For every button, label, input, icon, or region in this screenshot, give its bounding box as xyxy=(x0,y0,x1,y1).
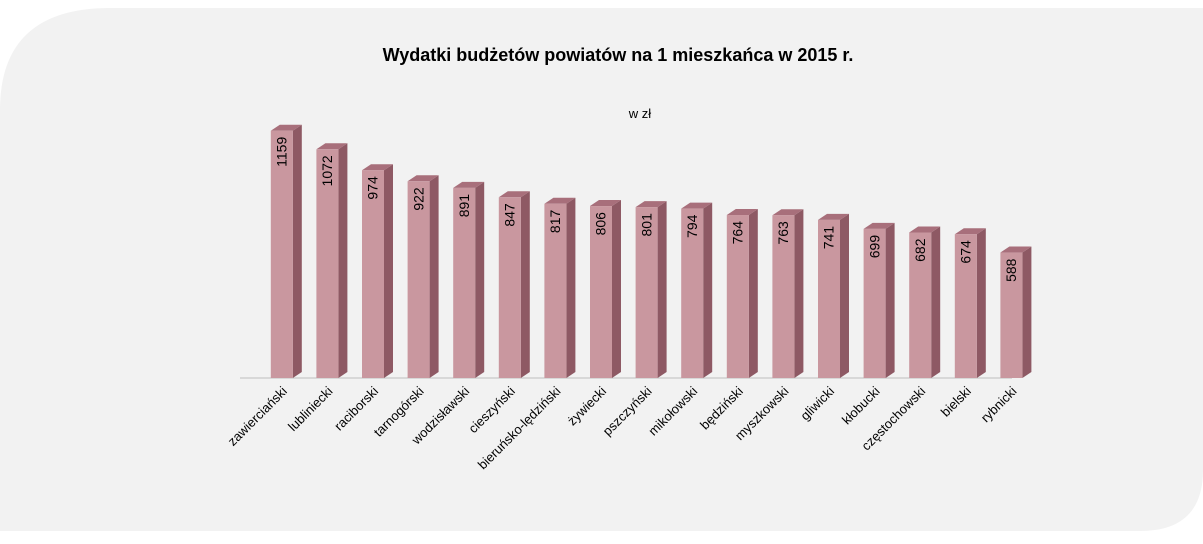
data-label: 806 xyxy=(593,212,609,236)
data-label: 588 xyxy=(1003,258,1019,282)
data-label: 763 xyxy=(775,221,791,245)
bar-top xyxy=(681,202,713,209)
bar-top xyxy=(590,200,621,207)
bar-side xyxy=(520,191,530,378)
bar-side xyxy=(748,209,758,378)
bar-top xyxy=(498,191,530,198)
bar-side xyxy=(657,201,667,378)
data-label: 817 xyxy=(547,209,563,233)
bar-top xyxy=(316,143,348,150)
bar-top xyxy=(407,175,439,182)
data-label: 1159 xyxy=(274,137,290,167)
bar-top xyxy=(818,213,849,220)
bar-top xyxy=(544,197,576,204)
bar-top xyxy=(863,222,895,229)
bar xyxy=(863,228,886,378)
bar-top xyxy=(909,226,941,233)
bar-side xyxy=(475,181,485,378)
bar xyxy=(726,215,749,378)
data-label: 891 xyxy=(456,194,472,218)
bar xyxy=(635,207,658,378)
chart-title: Wydatki budżetów powiatów na 1 mieszkańc… xyxy=(383,45,854,65)
bar-top xyxy=(270,124,302,131)
bar-top xyxy=(453,181,485,188)
bar-top xyxy=(1000,246,1032,253)
bar-side xyxy=(338,143,348,378)
bar-top xyxy=(362,164,393,171)
data-label: 682 xyxy=(912,238,928,262)
data-label: 699 xyxy=(866,235,882,259)
bar-side xyxy=(384,164,393,378)
bar xyxy=(681,208,704,378)
bar xyxy=(270,130,293,378)
bar-side xyxy=(931,226,941,378)
data-label: 764 xyxy=(730,221,746,245)
data-label: 801 xyxy=(638,213,654,237)
bar xyxy=(818,219,840,378)
bar xyxy=(909,232,932,378)
bar-top xyxy=(772,209,804,216)
data-label: 674 xyxy=(958,240,974,264)
data-label: 741 xyxy=(821,226,837,250)
data-label: 794 xyxy=(684,214,700,238)
bar-side xyxy=(794,209,804,378)
chart-subtitle: w zł xyxy=(628,106,652,121)
bar-side xyxy=(703,202,713,378)
bar-side xyxy=(566,197,576,378)
bar-top xyxy=(954,228,986,235)
bar xyxy=(316,149,339,378)
bar xyxy=(498,197,521,378)
data-label: 922 xyxy=(410,187,426,211)
bar xyxy=(1000,252,1023,378)
bar xyxy=(954,234,977,378)
bar xyxy=(544,203,567,378)
bar-side xyxy=(429,175,439,378)
bar-side xyxy=(292,124,302,378)
bar xyxy=(590,206,612,378)
bar-side xyxy=(840,213,849,378)
bar-top xyxy=(726,209,758,216)
bar-side xyxy=(1022,246,1032,378)
bar-top xyxy=(635,201,667,208)
bar xyxy=(772,215,795,378)
bar xyxy=(407,181,430,378)
bar-side xyxy=(976,228,986,378)
data-label: 974 xyxy=(365,176,381,200)
bar xyxy=(362,170,384,378)
data-label: 1072 xyxy=(319,155,335,186)
bar-side xyxy=(612,200,621,378)
data-label: 847 xyxy=(502,203,518,227)
bar-side xyxy=(885,222,895,378)
bar xyxy=(453,187,476,378)
